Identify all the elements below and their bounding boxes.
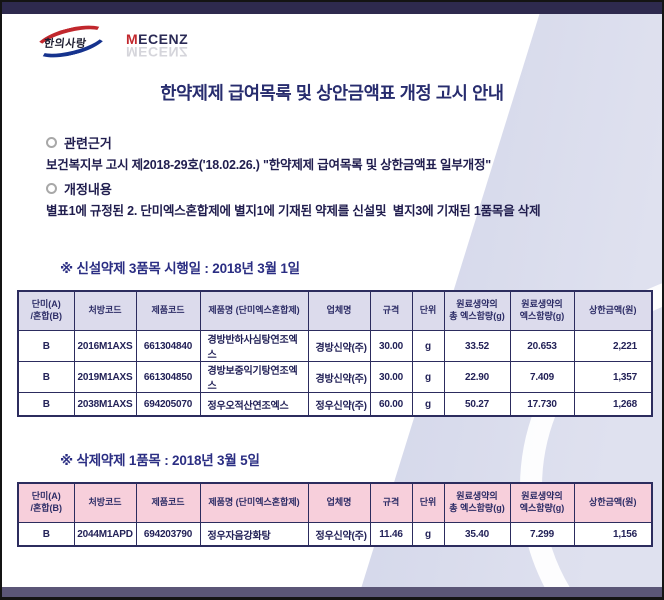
table-cell: 정우신약(주): [307, 392, 371, 417]
col-product-code: 제품코드: [135, 482, 201, 523]
table-cell: 22.90: [443, 361, 511, 393]
bottom-bar: [2, 587, 662, 597]
col-product-code: 제품코드: [135, 290, 201, 331]
table-cell: 2038M1AXS: [73, 392, 137, 417]
table-cell: 1,156: [573, 522, 653, 547]
table-cell: 30.00: [369, 361, 413, 393]
new-drugs-table: 단미(A) /혼합(B) 처방코드 제품코드 제품명 (단미엑스혼합제) 업체명…: [17, 290, 653, 417]
brand-english-name: MECENZ: [126, 31, 188, 47]
table-cell: 경방신약(주): [307, 330, 371, 362]
table-cell: 694203790: [135, 522, 201, 547]
table-cell: 30.00: [369, 330, 413, 362]
brand-initial: M: [126, 31, 139, 47]
table-cell: 7.299: [509, 522, 575, 547]
deleted-drugs-heading: ※ 삭제약제 1품목 : 2018년 3월 5일: [60, 453, 260, 468]
col-product-name: 제품명 (단미엑스혼합제): [199, 290, 309, 331]
related-basis-label: 관련근거: [64, 136, 112, 151]
circle-bullet-icon: [46, 137, 57, 148]
top-bar: [2, 2, 662, 14]
table-cell: 33.52: [443, 330, 511, 362]
table-cell: 20.653: [509, 330, 575, 362]
table-row: B 2019M1AXS 661304850 경방보중익기탕연조엑스 경방신약(주…: [17, 361, 653, 393]
col-total-extract: 원료생약의 총 엑스함량(g): [443, 482, 511, 523]
notice-body: 관련근거 보건복지부 고시 제2018-29호('18.02.26.) "한약제…: [46, 131, 662, 223]
table-cell: 정우신약(주): [307, 522, 371, 547]
table-cell: 11.46: [369, 522, 413, 547]
page-title: 한약제제 급여목록 및 상안금액표 개정 고시 안내: [160, 83, 504, 103]
revision-heading: 개정내용: [46, 177, 662, 200]
table-cell: 2,221: [573, 330, 653, 362]
col-unit: 단위: [411, 482, 445, 523]
col-max-price: 상한금액(원): [573, 482, 653, 523]
content: 한의사랑 MECENZ MECENZ 한약제제 급여목록 및 상안금액표 개정 …: [2, 19, 662, 547]
table-cell: B: [17, 522, 75, 547]
col-total-extract: 원료생약의 총 엑스함량(g): [443, 290, 511, 331]
brand-logo: 한의사랑 MECENZ MECENZ: [31, 19, 264, 68]
brand-rest: ECENZ: [138, 31, 189, 47]
circle-bullet-icon: [46, 183, 57, 194]
related-basis-heading: 관련근거: [46, 131, 662, 154]
col-company: 업체명: [307, 482, 371, 523]
table-cell: 17.730: [509, 392, 575, 417]
brand-korean-name: 한의사랑: [43, 38, 88, 50]
col-prescription-code: 처방코드: [73, 290, 137, 331]
col-product-name: 제품명 (단미엑스혼합제): [199, 482, 309, 523]
table-cell: 2019M1AXS: [73, 361, 137, 393]
col-type: 단미(A) /혼합(B): [17, 482, 75, 523]
table-cell: B: [17, 392, 75, 417]
col-prescription-code: 처방코드: [73, 482, 137, 523]
table-cell: 2016M1AXS: [73, 330, 137, 362]
table-cell: B: [17, 361, 75, 393]
table-cell: g: [411, 392, 445, 417]
deleted-drugs-table: 단미(A) /혼합(B) 처방코드 제품코드 제품명 (단미엑스혼합제) 업체명…: [17, 482, 653, 547]
table-cell: 661304840: [135, 330, 201, 362]
table-cell: 35.40: [443, 522, 511, 547]
table-cell: 2044M1APD: [73, 522, 137, 547]
table-cell: 50.27: [443, 392, 511, 417]
table-cell: 7.409: [509, 361, 575, 393]
new-drugs-heading: ※ 신설약제 3품목 시행일 : 2018년 3월 1일: [60, 261, 300, 276]
table-cell: 정우자음강화탕: [199, 522, 309, 547]
table-row: B 2016M1AXS 661304840 경방반하사심탕연조엑스 경방신약(주…: [17, 330, 653, 362]
table-cell: g: [411, 361, 445, 393]
table-cell: B: [17, 330, 75, 362]
col-company: 업체명: [307, 290, 371, 331]
table-cell: g: [411, 330, 445, 362]
table-row: B 2044M1APD 694203790 정우자음강화탕 정우신약(주) 11…: [17, 522, 653, 547]
table-header-row: 단미(A) /혼합(B) 처방코드 제품코드 제품명 (단미엑스혼합제) 업체명…: [17, 482, 653, 523]
table-cell: 661304850: [135, 361, 201, 393]
related-basis-text: 보건복지부 고시 제2018-29호('18.02.26.) "한약제제 급여목…: [46, 158, 491, 172]
col-extract: 원료생약의 엑스함량(g): [509, 290, 575, 331]
table-header-row: 단미(A) /혼합(B) 처방코드 제품코드 제품명 (단미엑스혼합제) 업체명…: [17, 290, 653, 331]
revision-label: 개정내용: [64, 182, 112, 197]
table-cell: 경방신약(주): [307, 361, 371, 393]
col-spec: 규격: [369, 482, 413, 523]
col-spec: 규격: [369, 290, 413, 331]
table-cell: 경방보중익기탕연조엑스: [199, 361, 309, 393]
col-max-price: 상한금액(원): [573, 290, 653, 331]
col-extract: 원료생약의 엑스함량(g): [509, 482, 575, 523]
brand-reflection: MECENZ: [126, 44, 189, 60]
col-type: 단미(A) /혼합(B): [17, 290, 75, 331]
revision-text: 별표1에 규정된 2. 단미엑스혼합제에 별지1에 기재된 약제를 신설및 별지…: [46, 204, 541, 218]
table-cell: 694205070: [135, 392, 201, 417]
col-unit: 단위: [411, 290, 445, 331]
table-cell: 경방반하사심탕연조엑스: [199, 330, 309, 362]
table-cell: 60.00: [369, 392, 413, 417]
table-cell: 1,357: [573, 361, 653, 393]
table-cell: 정우오적산연조엑스: [199, 392, 309, 417]
table-cell: 1,268: [573, 392, 653, 417]
table-cell: g: [411, 522, 445, 547]
table-row: B 2038M1AXS 694205070 정우오적산연조엑스 정우신약(주) …: [17, 392, 653, 417]
